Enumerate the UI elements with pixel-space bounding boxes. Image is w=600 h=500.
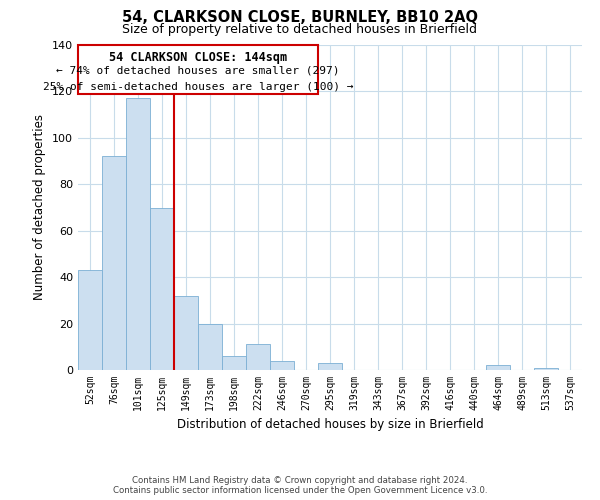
FancyBboxPatch shape	[78, 45, 318, 94]
Y-axis label: Number of detached properties: Number of detached properties	[34, 114, 46, 300]
X-axis label: Distribution of detached houses by size in Brierfield: Distribution of detached houses by size …	[176, 418, 484, 432]
Bar	[486, 366, 510, 370]
Bar	[102, 156, 126, 370]
Bar	[174, 296, 198, 370]
Text: 54 CLARKSON CLOSE: 144sqm: 54 CLARKSON CLOSE: 144sqm	[109, 51, 287, 64]
Text: 25% of semi-detached houses are larger (100) →: 25% of semi-detached houses are larger (…	[43, 82, 353, 92]
Text: 54, CLARKSON CLOSE, BURNLEY, BB10 2AQ: 54, CLARKSON CLOSE, BURNLEY, BB10 2AQ	[122, 10, 478, 25]
Text: ← 74% of detached houses are smaller (297): ← 74% of detached houses are smaller (29…	[56, 66, 340, 76]
Bar	[318, 363, 342, 370]
Text: Contains HM Land Registry data © Crown copyright and database right 2024.
Contai: Contains HM Land Registry data © Crown c…	[113, 476, 487, 495]
Bar	[246, 344, 270, 370]
Bar	[222, 356, 246, 370]
Bar	[150, 208, 174, 370]
Text: Size of property relative to detached houses in Brierfield: Size of property relative to detached ho…	[122, 22, 478, 36]
Bar	[78, 270, 102, 370]
Bar	[534, 368, 558, 370]
Bar	[198, 324, 222, 370]
Bar	[126, 98, 150, 370]
Bar	[270, 360, 294, 370]
